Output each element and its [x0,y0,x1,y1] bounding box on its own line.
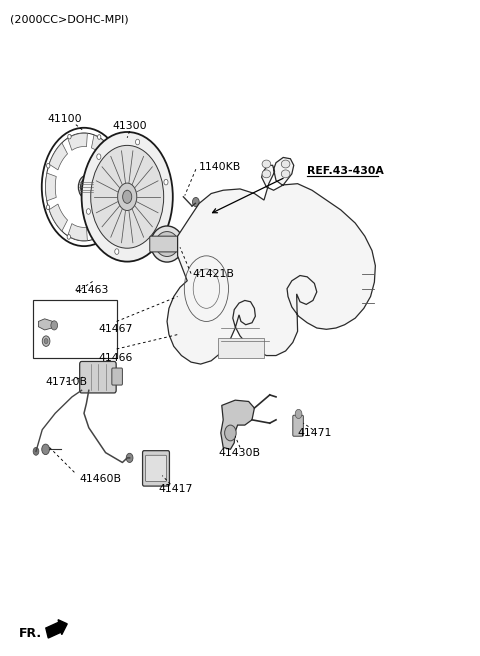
Text: 41100: 41100 [48,114,82,125]
Ellipse shape [81,178,92,195]
Polygon shape [108,190,122,218]
Circle shape [295,409,302,419]
FancyBboxPatch shape [143,451,169,486]
FancyBboxPatch shape [145,455,167,482]
Ellipse shape [84,182,89,192]
Text: 41471: 41471 [298,428,332,438]
Text: 41710B: 41710B [46,377,87,387]
Text: 41421B: 41421B [192,268,234,279]
Circle shape [42,444,49,455]
Polygon shape [49,204,68,231]
Circle shape [47,163,50,168]
Ellipse shape [151,226,183,262]
Text: 41463: 41463 [74,285,109,295]
Circle shape [118,206,121,211]
Circle shape [86,209,91,215]
Circle shape [33,447,39,455]
Ellipse shape [262,160,271,168]
Ellipse shape [281,160,290,168]
Circle shape [115,249,119,255]
Circle shape [154,234,157,239]
Text: 41466: 41466 [98,352,133,363]
Circle shape [126,453,133,462]
Circle shape [97,154,101,159]
Polygon shape [221,400,254,449]
Ellipse shape [118,183,137,211]
Text: 41460B: 41460B [79,474,121,484]
Circle shape [42,336,50,346]
Ellipse shape [78,175,95,199]
Ellipse shape [281,170,290,178]
Text: 41430B: 41430B [218,447,260,458]
Ellipse shape [161,237,173,251]
Polygon shape [108,156,122,184]
Polygon shape [167,157,375,364]
Text: FR.: FR. [19,627,42,640]
Text: 41300: 41300 [112,121,147,131]
Circle shape [68,134,71,139]
Text: 1140KB: 1140KB [199,162,241,173]
FancyBboxPatch shape [80,361,116,393]
FancyArrow shape [46,620,67,638]
Polygon shape [91,216,111,239]
Ellipse shape [123,190,132,203]
Text: 41417: 41417 [158,483,193,494]
Circle shape [135,139,140,145]
Circle shape [44,338,48,344]
Circle shape [51,321,58,330]
Polygon shape [91,135,111,158]
Circle shape [97,134,101,139]
FancyBboxPatch shape [293,415,303,436]
Polygon shape [49,143,68,170]
FancyBboxPatch shape [150,236,184,252]
Ellipse shape [262,170,271,178]
Circle shape [97,235,100,239]
Circle shape [225,425,236,441]
Circle shape [46,205,49,210]
Circle shape [192,197,199,207]
Polygon shape [46,173,56,201]
Ellipse shape [91,146,164,248]
Text: REF.43-430A: REF.43-430A [307,165,384,176]
Ellipse shape [82,132,173,262]
Circle shape [119,164,122,169]
Text: (2000CC>DOHC-MPI): (2000CC>DOHC-MPI) [10,14,128,24]
Circle shape [164,179,168,185]
Ellipse shape [156,232,179,256]
Circle shape [67,235,71,239]
FancyBboxPatch shape [112,368,122,385]
Polygon shape [38,319,53,330]
Polygon shape [68,224,87,241]
Polygon shape [68,133,87,150]
FancyBboxPatch shape [218,338,264,358]
Text: 41467: 41467 [98,324,133,335]
